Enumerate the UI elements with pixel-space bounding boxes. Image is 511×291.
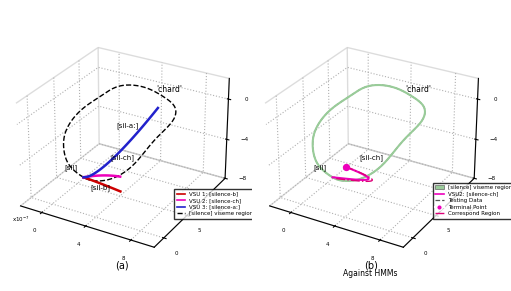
Legend: [silence] viseme region, VSU2: [silence-ch], Testing Data, Terminal Point, Corre: [silence] viseme region, VSU2: [silence-… [432, 183, 511, 219]
Text: (b): (b) [364, 261, 378, 271]
Text: Against HMMs: Against HMMs [343, 269, 398, 278]
Legend: VSU 1: [silence-b], VSU 2: [silence-ch], VSU 3: [silence-a:], [silence] viseme r: VSU 1: [silence-b], VSU 2: [silence-ch],… [174, 189, 257, 219]
Text: (a): (a) [114, 261, 128, 271]
Text: x10$^{-7}$: x10$^{-7}$ [12, 214, 30, 224]
